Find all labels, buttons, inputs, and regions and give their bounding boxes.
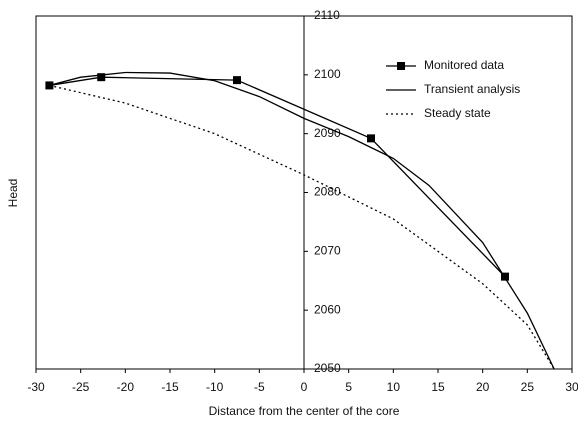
y-tick-label: 2070: [314, 244, 341, 258]
x-tick-label: 5: [345, 380, 352, 394]
data-marker: [367, 134, 375, 143]
legend-label: Monitored data: [424, 58, 504, 72]
x-axis-label: Distance from the center of the core: [209, 404, 400, 418]
x-tick-label: 0: [301, 380, 308, 394]
y-tick-label: 2110: [314, 8, 340, 22]
y-axis-label: Head: [6, 179, 20, 208]
y-tick-label: 2080: [314, 185, 341, 199]
x-tick-label: 25: [521, 380, 535, 394]
x-tick-label: 30: [565, 380, 578, 394]
x-tick-label: 15: [431, 380, 445, 394]
y-tick-label: 2100: [314, 67, 341, 81]
y-tick-label: 2050: [314, 361, 341, 375]
series-line: [49, 84, 555, 370]
x-tick-label: -5: [254, 380, 265, 394]
x-tick-label: -30: [27, 380, 45, 394]
y-tick-label: 2090: [314, 126, 341, 140]
legend-label: Steady state: [424, 106, 491, 120]
series-line: [49, 71, 555, 370]
data-marker: [97, 73, 106, 82]
x-tick-label: 10: [387, 380, 401, 394]
x-tick-label: -10: [206, 380, 224, 394]
y-tick-label: 2060: [314, 302, 341, 316]
x-tick-label: -20: [117, 380, 135, 394]
x-tick-label: -25: [72, 380, 90, 394]
legend-marker: [397, 62, 405, 70]
data-marker: [233, 76, 241, 85]
x-tick-label: 20: [476, 380, 490, 394]
x-tick-label: -15: [161, 380, 179, 394]
legend-label: Transient analysis: [424, 82, 520, 96]
